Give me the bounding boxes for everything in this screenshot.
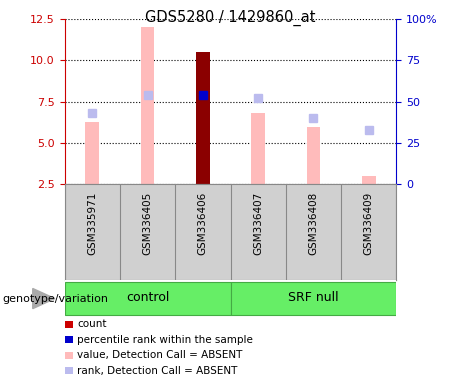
Bar: [362, 176, 376, 184]
Text: value, Detection Call = ABSENT: value, Detection Call = ABSENT: [77, 350, 243, 360]
Text: control: control: [126, 291, 169, 305]
Text: genotype/variation: genotype/variation: [2, 293, 108, 304]
Bar: [65, 282, 230, 315]
Bar: [141, 28, 154, 184]
Bar: [307, 126, 320, 184]
Text: GSM336407: GSM336407: [253, 192, 263, 255]
Bar: [251, 113, 265, 184]
Bar: [230, 282, 396, 315]
Text: GDS5280 / 1429860_at: GDS5280 / 1429860_at: [145, 10, 316, 26]
Text: SRF null: SRF null: [288, 291, 339, 305]
Bar: [196, 52, 210, 184]
Polygon shape: [33, 288, 55, 309]
Text: GSM336405: GSM336405: [142, 192, 153, 255]
Text: rank, Detection Call = ABSENT: rank, Detection Call = ABSENT: [77, 366, 238, 376]
Text: count: count: [77, 319, 107, 329]
Text: GSM336409: GSM336409: [364, 192, 374, 255]
Text: GSM336406: GSM336406: [198, 192, 208, 255]
Text: GSM336408: GSM336408: [308, 192, 319, 255]
Bar: [85, 122, 99, 184]
Text: GSM335971: GSM335971: [87, 192, 97, 255]
Text: percentile rank within the sample: percentile rank within the sample: [77, 335, 254, 345]
